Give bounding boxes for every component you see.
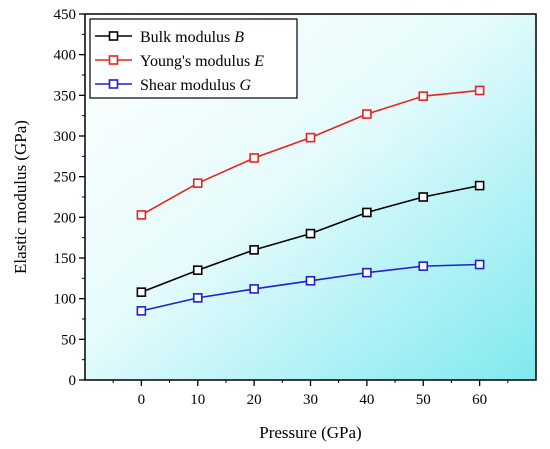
data-point [305, 228, 316, 239]
legend-marker [108, 55, 119, 65]
x-axis-title: Pressure (GPa) [259, 423, 361, 442]
legend-series-symbol: B [234, 29, 244, 46]
legend-item: Bulk modulus B [95, 29, 244, 46]
legend-label: Bulk modulus B [140, 29, 244, 46]
data-point [192, 265, 203, 276]
y-tick-label: 300 [54, 129, 77, 145]
legend-series-name: Bulk modulus [140, 29, 234, 46]
y-tick-label: 0 [69, 373, 77, 389]
data-point [249, 284, 259, 294]
legend-series-symbol: G [240, 77, 252, 94]
x-tick-label: 30 [303, 392, 318, 408]
y-tick-label: 50 [61, 332, 76, 348]
data-point [418, 192, 429, 202]
legend-box [89, 18, 298, 99]
data-point [362, 207, 372, 218]
legend-marker [108, 31, 119, 41]
data-point [249, 245, 259, 255]
x-tick-label: 20 [247, 392, 262, 408]
legend-label: Shear modulus G [140, 77, 252, 94]
data-point [362, 109, 372, 119]
data-point [418, 261, 429, 271]
x-tick-label: 60 [472, 392, 487, 408]
data-point [305, 275, 316, 286]
y-tick-label: 100 [54, 292, 77, 308]
data-point [136, 287, 147, 297]
x-tick-label: 0 [138, 392, 146, 408]
series-0 [136, 180, 485, 297]
y-tick-label: 450 [54, 7, 77, 23]
data-point [305, 132, 316, 143]
data-point [362, 267, 372, 278]
data-point [474, 180, 485, 191]
legend-item: Young's modulus E [95, 53, 264, 70]
data-point [192, 178, 203, 188]
x-tick-label: 50 [416, 392, 431, 408]
data-point [136, 210, 147, 220]
legend-label: Young's modulus E [140, 53, 264, 70]
series-2 [136, 259, 485, 316]
axes: 0 50 100 150 200 250 300 350 400 450 0 10 20 30 40 50 60… [11, 7, 509, 442]
data-point [192, 293, 203, 303]
y-tick-label: 200 [54, 210, 77, 226]
series-1 [136, 85, 485, 220]
y-axis-title: Elastic modulus (GPa) [11, 120, 30, 274]
legend-series-symbol: E [253, 53, 264, 70]
legend-series-name: Shear modulus [140, 77, 240, 94]
data-point [249, 153, 259, 163]
series-layer [136, 85, 485, 316]
y-tick-label: 400 [54, 48, 77, 64]
y-tick-label: 350 [54, 88, 77, 104]
legend-series-name: Young's modulus [140, 53, 254, 70]
data-point [474, 259, 485, 270]
data-point [136, 306, 147, 316]
plot-frame [84, 13, 537, 381]
legend-item: Shear modulus G [95, 77, 252, 94]
data-point [474, 85, 485, 96]
y-tick-label: 250 [54, 170, 77, 186]
x-tick-label: 40 [359, 392, 374, 408]
legend-marker [108, 79, 119, 89]
x-tick-label: 10 [190, 392, 205, 408]
y-tick-label: 150 [54, 251, 77, 267]
data-point [418, 91, 429, 101]
